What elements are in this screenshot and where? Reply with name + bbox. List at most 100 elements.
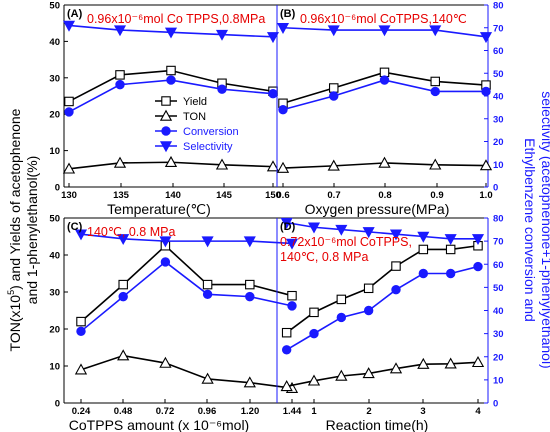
- data-point-ton: [429, 158, 442, 170]
- x-tick-label: 0.24: [72, 406, 91, 417]
- data-point-yield: [379, 67, 390, 78]
- y-right-tick-label: 60: [493, 260, 504, 271]
- x-tick-label: 1.0: [479, 190, 492, 201]
- data-point-conversion: [281, 345, 292, 355]
- y-right-tick-label: 40: [493, 92, 504, 103]
- panel-label: (A): [67, 8, 83, 20]
- data-point-selectivity: [159, 236, 172, 248]
- left-axis-title-line2: ) and Yields of acetophenone: [7, 108, 23, 290]
- y-left-tick-label: 40: [49, 37, 60, 48]
- data-point-selectivity: [362, 227, 375, 239]
- x-axis-title: CoTPPS amount (x 10⁻⁶mol): [69, 417, 249, 432]
- data-point-yield: [166, 65, 176, 76]
- data-point-ton: [215, 158, 229, 170]
- panel-label: (B): [280, 8, 296, 20]
- x-tick-label: 0.48: [114, 406, 133, 417]
- data-point-ton: [327, 159, 340, 171]
- data-point-selectivity: [389, 229, 403, 241]
- left-axis-title: TON(x105) and Yields of acetophenone and…: [6, 108, 40, 351]
- data-point-selectivity: [378, 25, 391, 37]
- data-point-conversion: [287, 301, 297, 311]
- panel-annotation: 140℃, 0.8 MPa: [87, 225, 175, 239]
- data-point-ton: [479, 159, 493, 171]
- data-point-conversion: [118, 291, 128, 302]
- x-tick-label: 4: [475, 406, 481, 417]
- data-point-conversion: [76, 326, 86, 337]
- data-point-conversion: [64, 107, 74, 117]
- data-point-yield: [336, 294, 347, 305]
- data-point-conversion: [329, 91, 339, 101]
- data-point-ton: [201, 372, 214, 384]
- data-point-ton: [471, 355, 485, 368]
- data-point-yield: [418, 244, 429, 255]
- legend-marker: [159, 141, 173, 153]
- data-point-yield: [245, 279, 255, 290]
- data-point-yield: [202, 279, 213, 290]
- series-conversion: [76, 257, 297, 337]
- data-point-ton: [276, 161, 290, 173]
- data-point-yield: [64, 96, 74, 107]
- series-line-conversion: [80, 260, 293, 332]
- legend-label: Conversion: [183, 126, 239, 138]
- series-line-yield: [80, 244, 293, 323]
- data-point-selectivity: [444, 234, 457, 246]
- x-tick-label: 0.6: [276, 190, 289, 201]
- x-tick-label: 135: [113, 190, 130, 201]
- y-right-tick-label: 60: [493, 46, 504, 57]
- data-point-selectivity: [417, 231, 430, 243]
- x-tick-label: 0.9: [430, 190, 443, 201]
- x-tick-label: 1.20: [241, 406, 260, 417]
- data-point-yield: [76, 316, 86, 327]
- data-point-selectivity: [201, 236, 214, 248]
- data-point-conversion: [309, 328, 319, 339]
- series-selectivity: [74, 229, 299, 250]
- panel-b: 0.6 0.7 0.8 0.9 1.00 10 20 30 40 50 60 70 80 (B) 0.96x…: [276, 1, 503, 218]
- data-point-selectivity: [307, 222, 321, 234]
- data-point-selectivity: [471, 234, 485, 246]
- data-point-conversion: [160, 257, 171, 267]
- data-point-conversion: [245, 291, 255, 302]
- data-point-conversion: [430, 86, 440, 97]
- data-point-yield: [281, 327, 292, 338]
- data-point-yield: [118, 279, 128, 290]
- y-right-tick-label: 10: [493, 375, 504, 386]
- left-axis-title-sup: 5: [6, 290, 16, 295]
- y-right-tick-label: 30: [493, 329, 504, 340]
- x-tick-label: 150: [265, 190, 281, 201]
- data-point-yield: [309, 307, 319, 318]
- data-point-conversion: [202, 289, 213, 300]
- y-right-tick-label: 30: [493, 114, 504, 125]
- series-selectivity: [280, 217, 485, 246]
- legend-marker: [161, 96, 171, 106]
- legend-label: Yield: [183, 96, 207, 108]
- panel-annotation-line2: 140℃, 0.8 MPa: [280, 250, 368, 264]
- data-point-selectivity: [243, 236, 256, 248]
- y-left-tick-label: 30: [49, 73, 60, 84]
- data-point-ton: [117, 349, 130, 361]
- data-point-selectivity: [215, 29, 229, 41]
- data-point-yield: [391, 261, 401, 271]
- x-axis-title: Oxygen pressure(MPa): [305, 201, 450, 217]
- data-point-selectivity: [113, 25, 127, 37]
- x-tick-label: 0.96: [198, 406, 217, 417]
- data-point-selectivity: [62, 20, 76, 32]
- data-point-conversion: [481, 86, 491, 97]
- x-tick-label: 145: [216, 190, 233, 201]
- panel-annotation: 0.96x10⁻⁶mol CoTPPS,140℃: [300, 12, 467, 26]
- legend-item: Selectivity: [155, 141, 233, 153]
- data-point-ton: [280, 380, 293, 392]
- series-ton: [62, 155, 280, 174]
- data-point-yield: [115, 70, 125, 80]
- data-point-selectivity: [74, 229, 88, 241]
- panel-c: 0.24 0.48 0.72 0.96 1.20 1.44 0 10 20 30 40 50 (C) 14…: [49, 214, 302, 432]
- y-right-tick-label: 0: [493, 183, 498, 194]
- data-point-selectivity: [479, 32, 493, 44]
- panel-label: (C): [67, 221, 83, 233]
- x-tick-label: 0.8: [378, 190, 391, 201]
- data-point-ton: [74, 363, 88, 375]
- series-conversion: [64, 75, 278, 117]
- x-tick-label: 140: [165, 190, 181, 201]
- data-point-ton: [389, 362, 403, 374]
- y-right-tick-label: 50: [493, 69, 504, 80]
